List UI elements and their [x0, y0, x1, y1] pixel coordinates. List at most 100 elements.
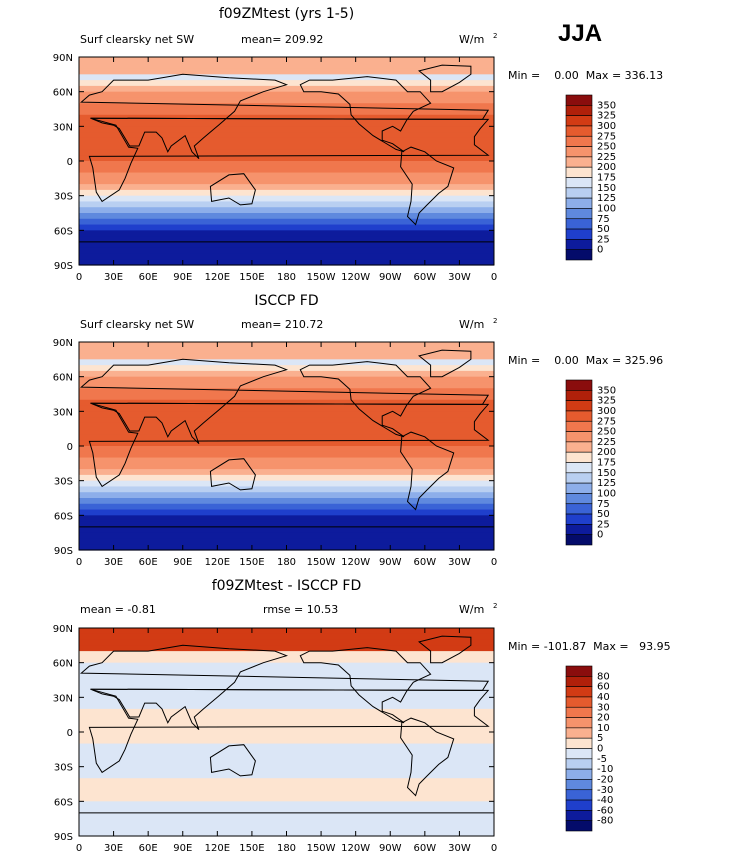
panel-3: f09ZMtest - ISCCP FD mean = -0.81 rmse = 1… [53, 578, 671, 854]
field-band [79, 708, 494, 716]
colorbar-box [565, 472, 593, 484]
coastline [79, 644, 490, 731]
field-band [79, 207, 494, 214]
colorbar-label: -60 [597, 805, 613, 816]
field-band [79, 515, 494, 522]
colorbar-label: -30 [597, 785, 613, 796]
colorbar-label: 150 [597, 468, 616, 479]
x-tick-label: 120W [341, 843, 370, 854]
colorbar-label: 150 [597, 183, 616, 194]
field-band [79, 213, 494, 220]
colorbar-box [565, 431, 593, 443]
coastline [79, 358, 490, 445]
colorbar-label: 100 [597, 203, 616, 214]
panel-title: f09ZMtest (yrs 1-5) [219, 6, 354, 22]
colorbar-label: 300 [597, 406, 616, 417]
colorbar-box [565, 503, 593, 515]
colorbar-label: 50 [597, 224, 610, 235]
field-band [79, 184, 494, 191]
colorbar-box [565, 737, 593, 749]
colorbar-box [565, 239, 593, 250]
colorbar-label: 10 [597, 723, 610, 734]
x-tick-label: 150E [239, 843, 264, 854]
x-tick-label: 180 [277, 843, 296, 854]
colorbar-box [565, 462, 593, 474]
field-band [79, 80, 494, 87]
field-band [79, 772, 494, 779]
colorbar-label: 30 [597, 702, 610, 713]
field-band [79, 172, 494, 179]
x-tick-label: 150E [239, 272, 264, 283]
coastline [400, 431, 455, 511]
y-tick-label: 30N [53, 693, 73, 704]
colorbar-label: 200 [597, 162, 616, 173]
coastline [418, 635, 472, 664]
colorbar-box [565, 758, 593, 770]
colorbar-label: 350 [597, 100, 616, 111]
colorbar-label: 75 [597, 499, 610, 510]
colorbar-label: 0 [597, 744, 603, 755]
panel-stat: mean= 209.92 [241, 33, 323, 46]
field-band [79, 760, 494, 768]
colorbar-box [565, 156, 593, 168]
y-tick-label: 0 [67, 728, 73, 739]
colorbar-box [565, 177, 593, 189]
colorbar-box [565, 820, 593, 832]
field-band [79, 74, 494, 81]
field-band [79, 474, 494, 482]
field-band [79, 807, 494, 814]
colorbar-label: 300 [597, 121, 616, 132]
field-band [79, 68, 494, 75]
colorbar-label: 175 [597, 173, 616, 184]
field-band [79, 370, 494, 378]
colorbar-label: 50 [597, 509, 610, 520]
y-tick-label: 60S [54, 226, 73, 237]
panel-stat: mean= 210.72 [241, 318, 323, 331]
field-band [79, 668, 494, 675]
field-band [79, 382, 494, 389]
x-tick-label: 0 [76, 843, 82, 854]
field-band [79, 440, 494, 447]
field-band [79, 218, 494, 226]
field-band [79, 161, 494, 168]
field-band [79, 703, 494, 710]
field-band [79, 166, 494, 174]
y-tick-label: 90S [54, 261, 73, 272]
coastline [299, 361, 432, 438]
colorbar-label: 225 [597, 437, 616, 448]
y-tick-label: 30S [54, 477, 73, 488]
colorbar-box [565, 187, 593, 199]
colorbar-box [565, 441, 593, 453]
field-band [79, 801, 494, 808]
x-tick-label: 120E [205, 557, 230, 568]
colorbar-box [565, 197, 593, 209]
field-band [79, 422, 494, 430]
y-tick-label: 60S [54, 511, 73, 522]
colorbar-box [565, 748, 593, 760]
field-band [79, 480, 494, 488]
colorbar-label: -20 [597, 774, 613, 785]
colorbar-label: 250 [597, 142, 616, 153]
field-band [79, 737, 494, 745]
x-tick-label: 90E [173, 557, 192, 568]
panel-stat: rmse = 10.53 [263, 603, 338, 616]
field-band [79, 359, 494, 366]
y-tick-label: 30N [53, 407, 73, 418]
panels: f09ZMtest (yrs 1-5) Surf clearsky net SW m… [53, 6, 671, 854]
colorbar-label: -40 [597, 795, 613, 806]
coastline [400, 146, 455, 226]
field-band [79, 224, 494, 231]
y-tick-label: 0 [67, 157, 73, 168]
field-band [79, 85, 494, 93]
panel-title: ISCCP FD [254, 293, 318, 309]
field-band [79, 189, 494, 197]
colorbar-box [565, 146, 593, 158]
field-band [79, 463, 494, 470]
field-band [79, 97, 494, 104]
x-tick-label: 60E [139, 843, 158, 854]
coastline [88, 688, 490, 774]
colorbar-label: -5 [597, 754, 607, 765]
